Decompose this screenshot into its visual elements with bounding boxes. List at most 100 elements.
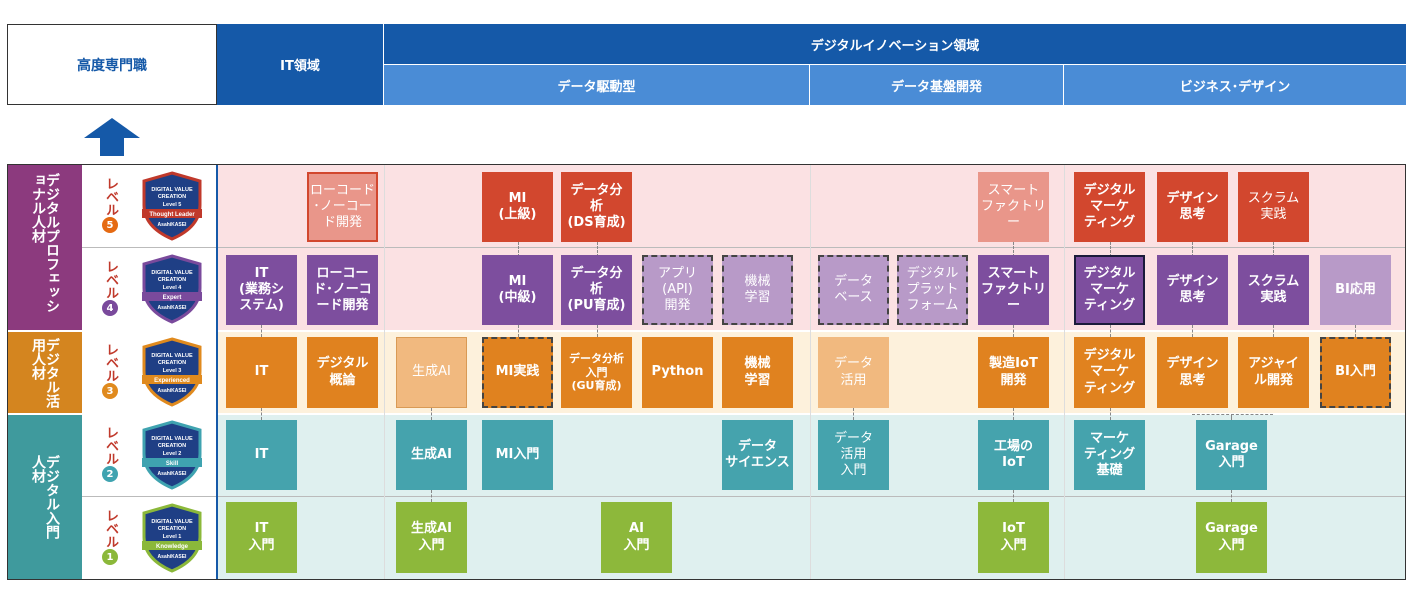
course-it-intro[interactable]: IT 入門: [226, 502, 297, 573]
level-badge-icon: DIGITAL VALUE CREATION Level 3 Experienced A…: [136, 336, 208, 408]
course-scrum-l4[interactable]: スクラム 実践: [1238, 255, 1309, 325]
course-genai-l2[interactable]: 生成AI: [396, 420, 467, 490]
course-design-thinking-l3[interactable]: デザイン 思考: [1157, 337, 1228, 408]
course-agile[interactable]: アジャイ ル開発: [1238, 337, 1309, 408]
level-number-badge: 1: [102, 549, 118, 565]
level-label-2: レベル 2: [100, 426, 120, 482]
col-divider: [1064, 165, 1065, 579]
course-bi-applied[interactable]: BI応用: [1320, 255, 1391, 325]
course-database[interactable]: データ ベース: [818, 255, 889, 325]
level-text: レベル: [103, 343, 118, 382]
connector-line: [1013, 490, 1014, 502]
course-digital-intro[interactable]: デジタル 概論: [307, 337, 378, 408]
level-text: レベル: [103, 177, 118, 216]
course-lowcode-l5[interactable]: ローコード ･ノーコー ド開発: [307, 172, 378, 242]
connector-line: [261, 408, 262, 420]
course-mi-practice[interactable]: MI実践: [482, 337, 553, 408]
course-mi-intro[interactable]: MI入門: [482, 420, 553, 490]
connector-line: [1273, 325, 1274, 337]
category-professional: デジタルプロフェッショナル人材: [8, 165, 82, 331]
course-data-utilization-l3[interactable]: データ 活用: [818, 337, 889, 408]
badge-subtitle: CREATION: [158, 443, 186, 449]
course-bi-intro[interactable]: BI入門: [1320, 337, 1391, 408]
course-scrum-l5[interactable]: スクラム 実践: [1238, 172, 1309, 242]
col-divider: [810, 165, 811, 579]
course-ai-intro[interactable]: AI 入門: [601, 502, 672, 573]
data-driven-label: データ駆動型: [557, 79, 636, 95]
level-badge-icon: DIGITAL VALUE CREATION Level 2 Skill AsahiKA…: [136, 419, 208, 491]
badge-title: DIGITAL VALUE: [151, 436, 193, 442]
course-smart-factory-l5[interactable]: スマート ファクトリ ー: [978, 172, 1049, 242]
category-entry: デジタル入門人材: [8, 414, 82, 579]
level-label-1: レベル 1: [100, 509, 120, 565]
data-driven-header: データ駆動型: [384, 64, 810, 105]
course-factory-iot[interactable]: 工場の IoT: [978, 420, 1049, 490]
row-divider: [8, 330, 1405, 332]
course-mi-advanced[interactable]: MI (上級): [482, 172, 553, 242]
course-digital-marketing-l3[interactable]: デジタル マーケ ティング: [1074, 337, 1145, 408]
course-garage-l1[interactable]: Garage 入門: [1196, 502, 1267, 573]
course-design-thinking-l5[interactable]: デザイン 思考: [1157, 172, 1228, 242]
badge-level: Level 5: [163, 202, 182, 208]
it-domain-header: IT領域: [217, 24, 384, 105]
course-marketing-basics[interactable]: マーケ ティング 基礎: [1074, 420, 1145, 490]
row-divider: [82, 247, 1405, 248]
course-digital-marketing-l5[interactable]: デジタル マーケ ティング: [1074, 172, 1145, 242]
badge-title: DIGITAL VALUE: [151, 353, 193, 359]
course-machine-learning-l4[interactable]: 機械 学習: [722, 255, 793, 325]
data-platform-header: データ基盤開発: [810, 64, 1064, 105]
course-digital-marketing-l4[interactable]: デジタル マーケ ティング: [1074, 255, 1145, 325]
badge-level: Level 4: [163, 285, 183, 291]
course-mi-intermediate[interactable]: MI (中級): [482, 255, 553, 325]
badge-title: DIGITAL VALUE: [151, 270, 193, 276]
course-it-l2[interactable]: IT: [226, 420, 297, 490]
badge-subtitle: CREATION: [158, 194, 186, 200]
badge-rank: Experienced: [154, 378, 190, 384]
course-iot-intro[interactable]: IoT 入門: [978, 502, 1049, 573]
course-it-business-system[interactable]: IT (業務シ ステム): [226, 255, 297, 325]
connector-line: [853, 408, 854, 420]
badge-rank: Skill: [166, 461, 179, 467]
course-manufacturing-iot[interactable]: 製造IoT 開発: [978, 337, 1049, 408]
badge-title: DIGITAL VALUE: [151, 187, 193, 193]
badge-rank: Thought Leader: [149, 212, 195, 218]
course-data-utilization-intro[interactable]: データ 活用 入門: [818, 420, 889, 490]
col-divider-blue: [216, 165, 218, 579]
course-data-analysis-ds[interactable]: データ分 析 (DS育成): [561, 172, 632, 242]
course-garage-l2[interactable]: Garage 入門: [1196, 420, 1267, 490]
course-genai-intro[interactable]: 生成AI 入門: [396, 502, 467, 573]
course-data-analysis-gu[interactable]: データ分析 入門 (GU育成): [561, 337, 632, 408]
badge-brand: AsahiKASEI: [158, 471, 188, 477]
course-python[interactable]: Python: [642, 337, 713, 408]
course-digital-platform[interactable]: デジタル プラット フォーム: [897, 255, 968, 325]
course-design-thinking-l4[interactable]: デザイン 思考: [1157, 255, 1228, 325]
level-label-3: レベル 3: [100, 343, 120, 399]
business-design-label: ビジネス･デザイン: [1179, 79, 1291, 95]
badge-brand: AsahiKASEI: [158, 388, 188, 394]
connector-line: [1192, 242, 1193, 257]
course-data-science[interactable]: データ サイエンス: [722, 420, 793, 490]
connector-line: [431, 408, 432, 420]
badge-level: Level 3: [163, 368, 182, 374]
connector-line: [1013, 242, 1014, 257]
course-lowcode-l4[interactable]: ローコー ド･ノーコ ード開発: [307, 255, 378, 325]
level-number-badge: 4: [102, 300, 118, 316]
innovation-domain-label: デジタルイノベーション領域: [810, 38, 980, 54]
badge-brand: AsahiKASEI: [158, 222, 188, 228]
course-app-api[interactable]: アプリ (API) 開発: [642, 255, 713, 325]
connector-line: [1192, 325, 1193, 337]
course-it-l3[interactable]: IT: [226, 337, 297, 408]
connector-line: [597, 325, 598, 337]
level-badge-icon: DIGITAL VALUE CREATION Level 5 Thought Lead…: [136, 170, 208, 242]
connector-line: [518, 325, 519, 337]
business-design-header: ビジネス･デザイン: [1064, 64, 1406, 105]
badge-rank: Expert: [163, 295, 182, 301]
course-genai-l3[interactable]: 生成AI: [396, 337, 467, 408]
course-machine-learning-l3[interactable]: 機械 学習: [722, 337, 793, 408]
course-smart-factory-l4[interactable]: スマート ファクトリ ー: [978, 255, 1049, 325]
connector-line: [1013, 408, 1014, 420]
course-data-analysis-pu[interactable]: データ分 析 (PU育成): [561, 255, 632, 325]
badge-subtitle: CREATION: [158, 277, 186, 283]
